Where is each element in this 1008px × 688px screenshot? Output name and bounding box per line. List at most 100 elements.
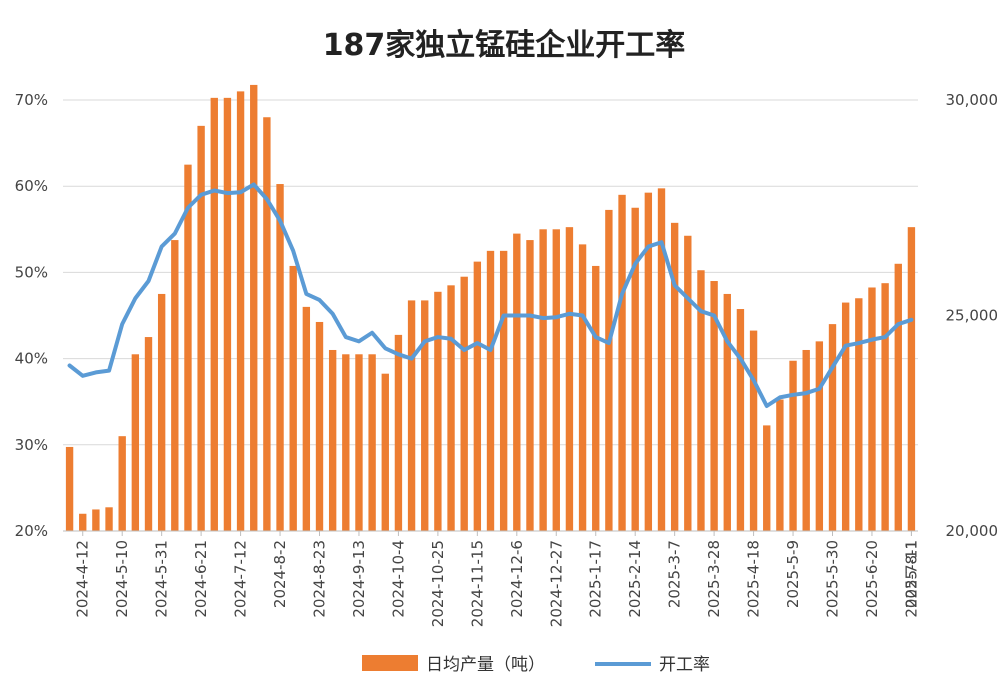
legend-label-line: 开工率 (659, 655, 710, 675)
bar (868, 287, 876, 531)
bar (355, 354, 363, 531)
right-axis-tick-label: 20,000 (946, 522, 999, 540)
x-axis-tick-label: 2024-10-4 (389, 540, 407, 618)
bar (513, 233, 521, 532)
bar (841, 302, 850, 531)
bar (157, 293, 166, 531)
line-point (490, 349, 491, 351)
x-axis-tick-label: 2025-3-7 (666, 540, 684, 608)
line-point (529, 315, 531, 316)
line-point (305, 293, 307, 295)
bar (802, 349, 810, 531)
bar (776, 399, 784, 531)
line-point (240, 191, 242, 193)
bar (618, 194, 626, 531)
x-axis-tick-label: 2025-1-17 (587, 540, 605, 618)
x-axis-tick-label: 2025-6-20 (863, 540, 881, 618)
bar (79, 513, 87, 531)
bar (526, 240, 534, 531)
bar (236, 91, 245, 531)
left-axis-tick-label: 70% (15, 91, 48, 109)
bar (907, 227, 916, 531)
x-axis-tick-label: 2024-4-12 (74, 540, 92, 618)
line-point (266, 198, 268, 200)
line-point (818, 388, 820, 390)
x-axis-tick-label: 2025-2-14 (626, 540, 644, 618)
bar (473, 261, 482, 532)
line-point (542, 317, 544, 319)
bar (605, 209, 613, 531)
line-point (832, 366, 833, 368)
bar (276, 184, 284, 532)
bar (894, 263, 902, 531)
line-point (200, 194, 202, 196)
left-axis-tick-label: 60% (15, 177, 48, 195)
bar (697, 270, 705, 531)
line-point (779, 396, 781, 398)
line-point (450, 338, 452, 340)
line-point (437, 336, 439, 338)
line-point (358, 340, 360, 342)
x-axis-tick-label: 2024-5-31 (153, 540, 171, 618)
bar (749, 330, 758, 531)
bar (407, 300, 416, 531)
bar (815, 341, 824, 531)
x-axis-tick-label: 2025-5-9 (784, 540, 802, 608)
line-point (884, 336, 886, 338)
x-axis-tick-label: 2024-9-13 (350, 540, 368, 618)
line-point (753, 379, 755, 381)
line-point (582, 315, 584, 316)
line-point (516, 315, 518, 316)
x-axis-tick-label: 2025-3-28 (705, 540, 723, 618)
x-axis-tick-label: 2024-6-21 (192, 540, 210, 618)
line-point (463, 349, 465, 351)
line-point (897, 323, 899, 325)
legend-swatch-bar (362, 655, 418, 671)
line-point (292, 250, 294, 252)
x-axis-tick-label: 2024-12-27 (547, 540, 565, 627)
bar (342, 354, 350, 531)
line-point (371, 332, 373, 334)
bar (65, 446, 74, 531)
bar (315, 321, 324, 531)
line-point (226, 192, 228, 194)
line-point (161, 246, 163, 248)
chart-title: 187家独立锰硅企业开工率 (323, 28, 686, 63)
bar (421, 300, 429, 531)
bar (460, 276, 468, 531)
line-point (845, 345, 847, 347)
bar (434, 291, 442, 531)
right-axis-tick-label: 25,000 (946, 307, 999, 325)
legend-label-bar: 日均产量（吨） (426, 655, 545, 675)
x-axis-tick-label: 2024-11-15 (468, 540, 486, 627)
line-point (411, 358, 413, 360)
bar (592, 265, 600, 531)
line-point (608, 342, 610, 344)
line-point (476, 342, 478, 344)
legend: 日均产量（吨） 开工率 (362, 655, 710, 675)
bar (855, 298, 863, 531)
bar (144, 337, 153, 531)
x-axis-tick-label: 2025-8-1 (902, 540, 920, 608)
left-axis-tick-label: 30% (15, 436, 48, 454)
bar (644, 192, 653, 531)
x-axis-tick-label: 2024-7-12 (232, 540, 250, 618)
x-axis-tick-label: 2024-5-10 (113, 540, 131, 618)
line-point (384, 347, 386, 349)
bar (447, 285, 455, 531)
bar (250, 84, 258, 532)
bar (328, 349, 337, 531)
line-point (739, 358, 741, 360)
x-axis-tick-label: 2025-7-11 (902, 540, 920, 618)
line-point (121, 323, 123, 325)
line-point (134, 297, 136, 299)
x-axis-tick-label: 2024-8-23 (311, 540, 329, 618)
line-point (253, 183, 255, 185)
bar (499, 250, 508, 531)
line-point (858, 342, 860, 344)
bar (131, 354, 140, 531)
bar (368, 354, 376, 531)
bar (302, 306, 311, 531)
bar (631, 207, 639, 531)
